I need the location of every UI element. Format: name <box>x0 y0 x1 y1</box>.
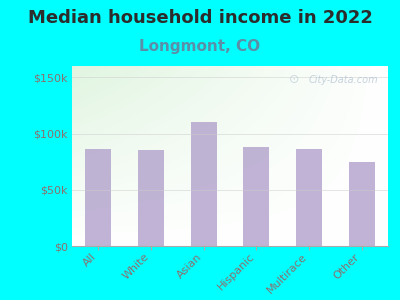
Bar <box>243 147 270 246</box>
Bar <box>190 122 217 246</box>
Bar <box>348 162 375 246</box>
Text: ⊙: ⊙ <box>289 73 300 86</box>
Text: Median household income in 2022: Median household income in 2022 <box>28 9 372 27</box>
Text: City-Data.com: City-Data.com <box>309 75 378 85</box>
Bar <box>296 149 322 246</box>
Text: Longmont, CO: Longmont, CO <box>140 39 260 54</box>
Bar <box>85 149 112 246</box>
Bar <box>138 150 164 246</box>
